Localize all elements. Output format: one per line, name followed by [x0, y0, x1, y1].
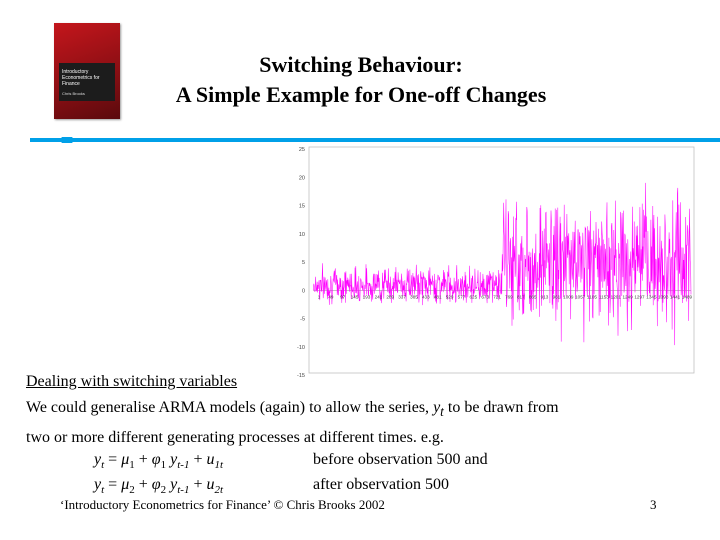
- x-tick-label-12: 577: [458, 294, 466, 299]
- x-tick-label-3: 145: [351, 294, 359, 299]
- x-tick-label-17: 817: [517, 294, 525, 299]
- y-tick-label-5: 0: [302, 288, 305, 294]
- x-tick-label-5: 241: [375, 294, 383, 299]
- x-tick-label-31: 1489: [682, 294, 693, 299]
- x-tick-label-26: 1249: [622, 294, 633, 299]
- slide-title-line2: A Simple Example for One-off Changes: [175, 82, 547, 107]
- x-tick-label-0: 1: [318, 294, 321, 299]
- x-tick-label-6: 289: [386, 294, 394, 299]
- section-heading: Dealing with switching variables: [26, 373, 242, 390]
- x-tick-label-13: 625: [469, 294, 477, 299]
- series-line-y: [312, 182, 692, 346]
- plot-area: [308, 146, 695, 374]
- x-tick-label-19: 913: [541, 294, 549, 299]
- x-tick-label-20: 961: [553, 294, 561, 299]
- y-tick-label-7: -10: [297, 345, 305, 351]
- equation-regime-2: yt = μ2 + φ2 yt-1 + u2t: [94, 476, 224, 497]
- book-cover-band: [59, 63, 115, 101]
- x-tick-label-18: 865: [529, 294, 537, 299]
- slide-title-line1: Switching Behaviour:: [259, 52, 463, 77]
- x-tick-label-2: 97: [340, 294, 346, 299]
- x-tick-label-1: 49: [328, 294, 334, 299]
- body-text: Dealing with switching variables We coul…: [26, 369, 706, 451]
- footer-citation: ‘Introductory Econometrics for Finance’ …: [60, 497, 385, 512]
- y-tick-label-2: 15: [299, 204, 305, 210]
- equation-regime-1: yt = μ1 + φ1 yt-1 + u1t: [94, 451, 224, 472]
- x-tick-label-27: 1297: [634, 294, 645, 299]
- x-tick-label-11: 529: [446, 294, 454, 299]
- x-tick-label-15: 721: [493, 294, 501, 299]
- page-number: 3: [650, 497, 657, 512]
- book-cover-title: Introductory Econometrics for Finance: [62, 69, 100, 87]
- slide-title: Switching Behaviour: A Simple Example fo…: [120, 50, 602, 110]
- body-line-1: We could generalise ARMA models (again) …: [26, 399, 559, 420]
- x-tick-label-23: 1105: [587, 294, 597, 299]
- x-tick-label-22: 1057: [575, 294, 586, 299]
- book-cover-image: Introductory Econometrics for Finance Ch…: [54, 23, 120, 119]
- x-tick-label-16: 769: [505, 294, 513, 299]
- y-tick-label-0: 25: [299, 147, 305, 153]
- switching-series-chart: 25 20 15 10 5 0 -5 -10 -15 1 49 97 145 193 241 289 337 3…: [297, 146, 695, 378]
- y-tick-label-8: -15: [297, 373, 305, 378]
- y-tick-label-1: 20: [299, 175, 305, 181]
- book-cover-author: Chris Brooks: [62, 91, 85, 96]
- x-tick-label-14: 673: [481, 294, 489, 299]
- x-tick-label-29: 1393: [658, 294, 669, 299]
- x-tick-label-21: 1009: [563, 294, 574, 299]
- x-tick-label-28: 1345: [646, 294, 657, 299]
- x-tick-label-4: 193: [363, 294, 371, 299]
- x-tick-label-24: 1153: [599, 294, 609, 299]
- body-line-2: two or more different generating process…: [26, 429, 444, 447]
- x-tick-label-7: 337: [398, 294, 406, 299]
- y-tick-label-3: 10: [299, 232, 305, 238]
- x-tick-label-9: 433: [422, 294, 430, 299]
- y-tick-label-4: 5: [302, 260, 305, 266]
- x-tick-label-25: 1201: [611, 294, 622, 299]
- equation-regime-1-note: before observation 500 and: [313, 451, 488, 468]
- title-rule: [30, 137, 720, 143]
- title-rule-dot: [61, 137, 73, 143]
- x-tick-label-8: 385: [410, 294, 418, 299]
- x-tick-label-10: 481: [434, 294, 442, 299]
- y-tick-label-6: -5: [300, 317, 305, 323]
- x-tick-label-30: 1441: [670, 294, 681, 299]
- equation-regime-2-note: after observation 500: [313, 476, 449, 493]
